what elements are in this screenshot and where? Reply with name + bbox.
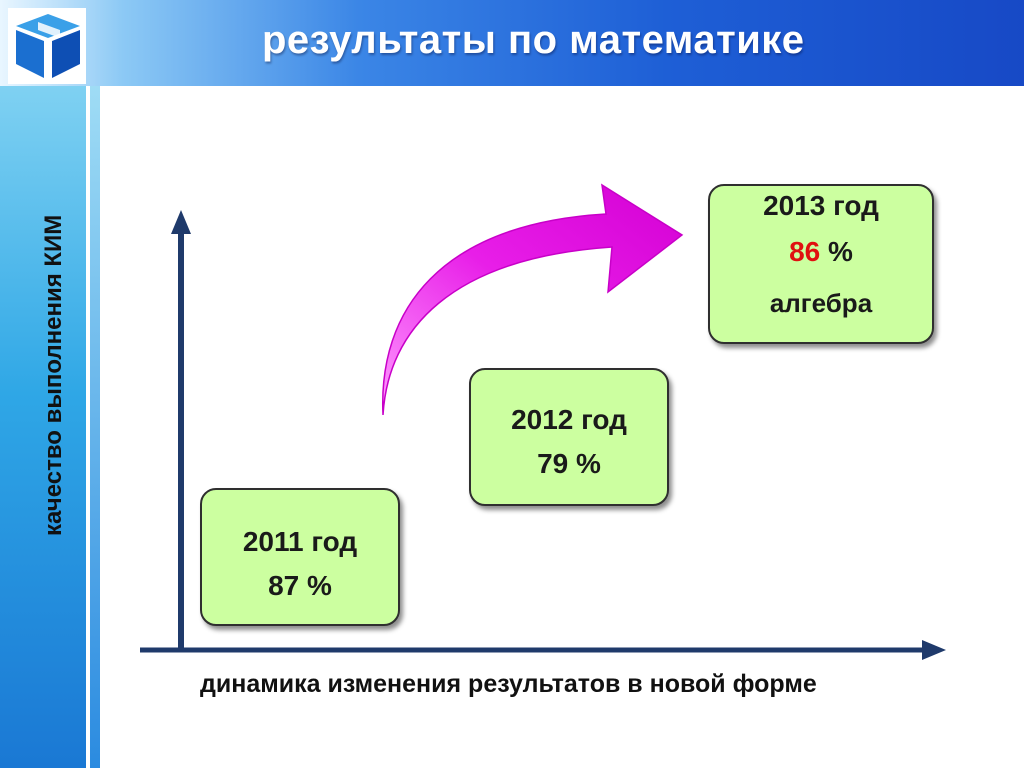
percent-label: 79 % xyxy=(537,448,601,479)
result-box-2011: 2011 год 87 % xyxy=(200,488,400,626)
percent-label: 87 % xyxy=(268,570,332,601)
y-axis-arrowhead xyxy=(171,210,191,234)
result-box-2013: 2013 год 86 % алгебра xyxy=(708,184,934,344)
percent-unit: % xyxy=(820,236,853,267)
result-box-2012: 2012 год 79 % xyxy=(469,368,669,506)
left-decoration xyxy=(0,86,102,768)
x-axis-arrowhead xyxy=(922,640,946,660)
year-label: 2012 год xyxy=(511,404,627,435)
y-axis-label: качество выполнения КИМ xyxy=(40,214,67,536)
x-axis-label: динамика изменения результатов в новой ф… xyxy=(200,670,817,698)
percent-value: 86 xyxy=(789,236,821,267)
subject-label: алгебра xyxy=(769,288,873,318)
cube-logo-icon xyxy=(16,14,80,78)
year-label: 2013 год xyxy=(763,190,879,221)
percent-label: 86 % xyxy=(710,236,932,268)
page-title: результаты по математике xyxy=(262,18,805,62)
year-label: 2011 год xyxy=(242,526,358,557)
header-bar xyxy=(0,0,1024,86)
logo xyxy=(8,8,86,84)
growth-arrow-icon xyxy=(382,183,684,416)
